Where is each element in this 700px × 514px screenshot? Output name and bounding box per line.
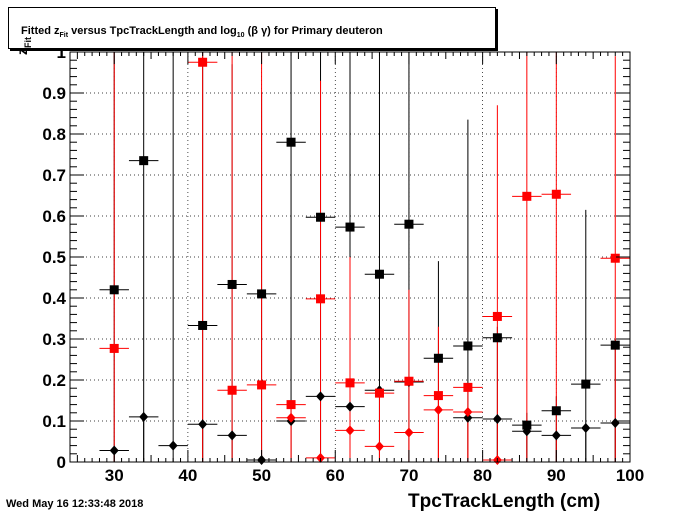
x-axis-label: TpcTrackLength (cm): [408, 491, 601, 512]
data-point-diamond: [139, 411, 149, 422]
y-axis-label: zFit: [14, 37, 33, 55]
data-point-diamond: [168, 440, 178, 451]
y-tick-label: 0.6: [42, 207, 66, 226]
data-point-square: [139, 156, 149, 166]
data-point-diamond: [198, 419, 208, 430]
data-point-square: [522, 420, 532, 430]
data-point-square: [610, 340, 620, 350]
chart-title-box: Fitted zFit versus TpcTrackLength and lo…: [8, 7, 496, 49]
data-point-square: [286, 400, 296, 410]
y-tick-label: 0.1: [42, 412, 66, 431]
chart-title: Fitted zFit versus TpcTrackLength and lo…: [21, 25, 383, 40]
data-point-diamond: [551, 430, 561, 441]
data-point-diamond: [463, 412, 473, 423]
data-point-square: [463, 382, 473, 392]
y-tick-label: 0.4: [42, 289, 66, 308]
data-point-diamond: [316, 391, 326, 402]
y-tick-label: 0.8: [42, 125, 66, 144]
y-tick-label: 0: [57, 453, 66, 472]
axes: 30 40 50 60 70 80 90 100 0 0.1 0.2 0.3 0.4 0.5 0.6 0.7 0…: [42, 43, 644, 485]
y-tick-label: 0.3: [42, 330, 66, 349]
data-point-diamond: [610, 418, 620, 429]
data-point-square: [198, 320, 208, 330]
data-point-diamond: [286, 412, 296, 423]
data-point-square: [433, 353, 443, 363]
data-point-square: [463, 341, 473, 351]
data-point-diamond: [345, 401, 355, 412]
x-tick-label: 60: [326, 466, 345, 485]
data-point-square: [227, 279, 237, 289]
data-point-diamond: [433, 404, 443, 415]
data-point-diamond: [316, 452, 326, 463]
data-point-diamond: [463, 406, 473, 417]
data-point-diamond: [522, 426, 532, 437]
data-point-square: [610, 253, 620, 263]
x-tick-label: 30: [105, 466, 124, 485]
data-point-square: [374, 269, 384, 279]
data-point-square: [492, 333, 502, 343]
data-point-square: [433, 391, 443, 401]
data-point-square: [551, 189, 561, 199]
data-point-square: [345, 378, 355, 388]
x-tick-label: 40: [178, 466, 197, 485]
x-tick-label: 80: [473, 466, 492, 485]
data-point-square: [404, 376, 414, 386]
data-point-square: [581, 379, 591, 389]
x-tick-label: 100: [616, 466, 644, 485]
timestamp: Wed May 16 12:33:48 2018: [6, 498, 144, 510]
y-tick-label: 1: [57, 43, 66, 62]
x-tick-label: 50: [252, 466, 271, 485]
data-point-square: [551, 406, 561, 416]
data-markers: [109, 57, 620, 465]
data-point-square: [345, 222, 355, 232]
data-point-square: [316, 212, 326, 222]
data-point-square: [257, 380, 267, 390]
data-point-square: [374, 388, 384, 398]
data-point-square: [492, 311, 502, 321]
data-point-diamond: [345, 425, 355, 436]
data-point-square: [227, 385, 237, 395]
data-point-square: [198, 57, 208, 67]
y-tick-label: 0.2: [42, 371, 66, 390]
y-tick-label: 0.5: [42, 248, 66, 267]
data-point-diamond: [404, 427, 414, 438]
data-point-square: [286, 137, 296, 147]
data-point-diamond: [227, 430, 237, 441]
data-point-square: [316, 294, 326, 304]
y-tick-label: 0.9: [42, 84, 66, 103]
data-point-diamond: [492, 413, 502, 424]
data-point-square: [522, 191, 532, 201]
x-tick-label: 90: [547, 466, 566, 485]
data-point-square: [109, 285, 119, 295]
data-point-diamond: [374, 441, 384, 452]
data-point-diamond: [581, 422, 591, 433]
data-point-square: [109, 343, 119, 353]
data-point-square: [404, 219, 414, 229]
y-tick-label: 0.7: [42, 166, 66, 185]
x-tick-label: 70: [399, 466, 418, 485]
data-point-square: [257, 289, 267, 299]
